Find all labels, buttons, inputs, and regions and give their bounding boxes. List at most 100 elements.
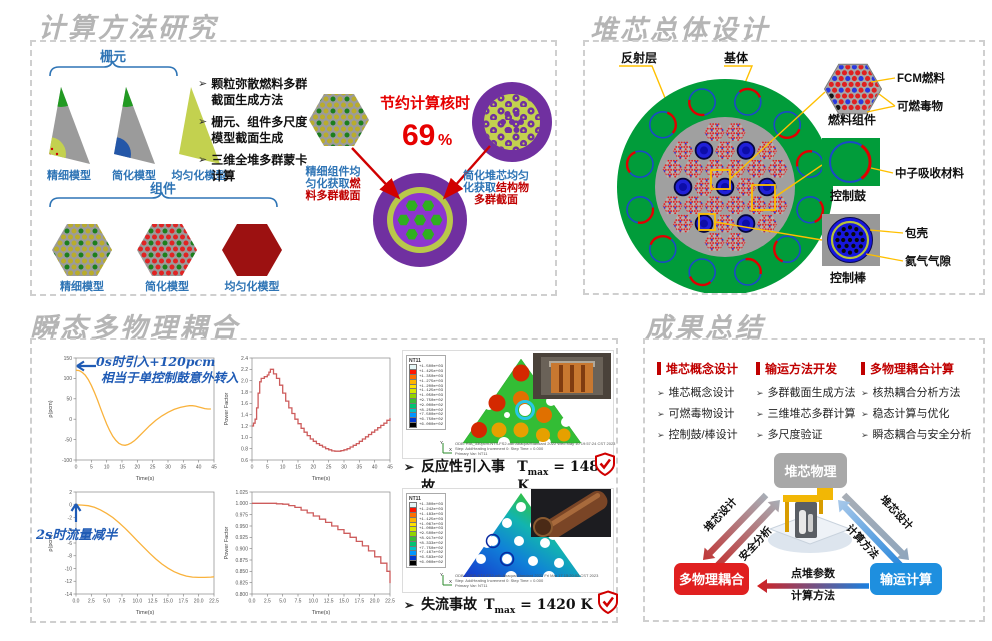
connector-rod bbox=[714, 221, 823, 241]
panel-methods: 栅元 精细模型 简化模型 均匀化模型 组件 bbox=[30, 40, 557, 296]
flow-arrows bbox=[703, 492, 909, 593]
tmax-sub: max bbox=[527, 467, 549, 478]
lattice-model-fine bbox=[49, 87, 90, 164]
svg-text:-12: -12 bbox=[65, 579, 72, 585]
lattice-model-label: 精细模型 bbox=[47, 168, 91, 182]
summary-column-header: 输运方法开发 bbox=[756, 360, 856, 377]
svg-text:35: 35 bbox=[357, 465, 363, 471]
assembly-label: 组件 bbox=[150, 181, 176, 196]
tmax-symbol: T bbox=[484, 597, 495, 613]
summary-item: ➢ 瞬态耦合与安全分析 bbox=[861, 429, 972, 441]
svg-text:100: 100 bbox=[64, 376, 73, 382]
svg-text:20.0: 20.0 bbox=[194, 599, 204, 605]
svg-text:30: 30 bbox=[341, 465, 347, 471]
tmax-sub: max bbox=[494, 605, 516, 616]
svg-text:ρ(pcm): ρ(pcm) bbox=[48, 534, 54, 551]
svg-text:0: 0 bbox=[251, 465, 254, 471]
svg-text:0.850: 0.850 bbox=[235, 569, 248, 575]
svg-text:Time(s): Time(s) bbox=[136, 476, 155, 482]
svg-text:45: 45 bbox=[211, 465, 217, 471]
fine-assembly-graphic bbox=[309, 94, 369, 146]
bullet-item: ➢ 栅元、组件多尺度模型截面生成 bbox=[198, 115, 308, 145]
result-lofa: ➢ 失流事故 Tmax = 1420 K bbox=[404, 594, 593, 616]
svg-text:2.4: 2.4 bbox=[241, 356, 248, 362]
lattice-label: 栅元 bbox=[100, 49, 126, 64]
tmax-symbol: T bbox=[517, 459, 528, 475]
svg-text:-4: -4 bbox=[68, 528, 73, 534]
highlight-control-drum bbox=[751, 184, 776, 211]
odb-line: Step: AddHeating Increment 0: Step Time … bbox=[455, 446, 544, 451]
fuel-assembly-callout: FCM燃料 可燃毒物 燃料组件 bbox=[823, 63, 945, 127]
svg-text:Time(s): Time(s) bbox=[312, 610, 331, 616]
svg-text:10.0: 10.0 bbox=[132, 599, 142, 605]
svg-text:-50: -50 bbox=[65, 437, 72, 443]
svg-text:0: 0 bbox=[75, 465, 78, 471]
left-note-blue: 精细组件均匀化获取 bbox=[305, 166, 361, 190]
svg-text:2.2: 2.2 bbox=[241, 367, 248, 373]
annotation-arrow-up-icon bbox=[70, 503, 82, 522]
lattice-brace bbox=[49, 60, 178, 77]
sim1-odb-caption: ODB: RIA_330pcm-NT4-FS2.odb Abaqus/Stand… bbox=[455, 441, 615, 456]
svg-text:7.5: 7.5 bbox=[295, 599, 302, 605]
svg-text:0.975: 0.975 bbox=[235, 512, 248, 518]
result-ria: ➢ 反应性引入事故 Tmax = 1484 K bbox=[404, 456, 616, 496]
lattice-model-label: 简化模型 bbox=[112, 168, 156, 182]
panel-core-design: 反射层 基体 FCM燃料 可燃毒物 燃料组件 bbox=[583, 40, 985, 295]
svg-text:10: 10 bbox=[104, 465, 110, 471]
svg-text:1.000: 1.000 bbox=[235, 501, 248, 507]
sim1-legend: NT11 +1.500e+03 +1.425e+03 +1.350e+03 +1.27… bbox=[406, 355, 447, 431]
result-lofa-value: = 1420 K bbox=[520, 597, 593, 613]
sim-ria-contour: NT11 +1.500e+03 +1.425e+03 +1.350e+03 +1.27… bbox=[402, 350, 615, 459]
sim2-legend-title: NT11 bbox=[409, 496, 421, 502]
highlight-fuel-assembly bbox=[710, 169, 731, 190]
cladding-label: 包壳 bbox=[904, 226, 928, 240]
panel-transient: 0 5 10 15 20 25 30 35 40 45 -100 -50 0 50 100 150 Time(s… bbox=[30, 338, 618, 623]
bottom-arrow-label-2: 计算方法 bbox=[791, 588, 835, 602]
svg-text:12.5: 12.5 bbox=[324, 599, 334, 605]
svg-text:ρ(pcm): ρ(pcm) bbox=[48, 400, 54, 417]
sim2-photo-inset bbox=[531, 489, 611, 537]
box-transport-label: 输运计算 bbox=[880, 572, 932, 587]
core-diagram: 反射层 基体 FCM燃料 可燃毒物 燃料组件 bbox=[617, 50, 964, 293]
svg-text:5: 5 bbox=[90, 465, 93, 471]
svg-text:0.900: 0.900 bbox=[235, 546, 248, 552]
result-lofa-label: 失流事故 bbox=[421, 596, 478, 612]
svg-text:40: 40 bbox=[372, 465, 378, 471]
svg-text:5: 5 bbox=[266, 465, 269, 471]
svg-text:-100: -100 bbox=[62, 458, 72, 464]
svg-text:-6: -6 bbox=[68, 541, 73, 547]
arrow-label-core-design-right: 堆芯设计 bbox=[877, 493, 915, 533]
reactor-model-image bbox=[768, 488, 852, 553]
svg-text:1.025: 1.025 bbox=[235, 490, 248, 496]
svg-text:150: 150 bbox=[64, 356, 73, 362]
fcm-fuel-label: FCM燃料 bbox=[897, 71, 945, 85]
summary-item: ➢ 控制鼓/棒设计 bbox=[657, 429, 738, 441]
svg-text:0.825: 0.825 bbox=[235, 580, 248, 586]
summary-item: ➢ 稳态计算与优化 bbox=[861, 408, 950, 420]
svg-text:35: 35 bbox=[181, 465, 187, 471]
connector-drum bbox=[774, 164, 823, 198]
matrix-label: 基体 bbox=[723, 50, 749, 65]
svg-text:0: 0 bbox=[69, 503, 72, 509]
bullet-item: ➢ 三维全堆多群蒙卡计算 bbox=[198, 153, 308, 183]
svg-text:-8: -8 bbox=[68, 554, 73, 560]
axis-x-label: X bbox=[449, 447, 452, 452]
box-multiphysics bbox=[674, 563, 749, 595]
helium-gap-label: 氦气气隙 bbox=[905, 254, 951, 268]
sim2-axis-triad-icon: Y X bbox=[440, 572, 452, 586]
svg-text:17.5: 17.5 bbox=[354, 599, 364, 605]
svg-text:1.4: 1.4 bbox=[241, 412, 248, 418]
svg-text:7.5: 7.5 bbox=[119, 599, 126, 605]
lattice-model-label: 均匀化模型 bbox=[172, 168, 227, 182]
svg-text:0.800: 0.800 bbox=[235, 592, 248, 598]
svg-text:22.5: 22.5 bbox=[209, 599, 219, 605]
svg-text:1.0: 1.0 bbox=[241, 435, 248, 441]
svg-text:40: 40 bbox=[196, 465, 202, 471]
svg-text:0.0: 0.0 bbox=[249, 599, 256, 605]
sim1-axis-triad-icon: Y X bbox=[440, 440, 452, 454]
saving-caption: 节约计算核时 bbox=[380, 94, 470, 112]
methods-diagram: 栅元 精细模型 简化模型 均匀化模型 组件 bbox=[47, 49, 552, 293]
summary-flow-diagram: 堆芯物理 多物理耦合 输运计算 堆芯设计 安全分析 堆芯设计 计算方法 点堆参数… bbox=[674, 453, 942, 602]
summary-item: ➢ 堆芯概念设计 bbox=[657, 387, 735, 399]
svg-text:2.5: 2.5 bbox=[264, 599, 271, 605]
